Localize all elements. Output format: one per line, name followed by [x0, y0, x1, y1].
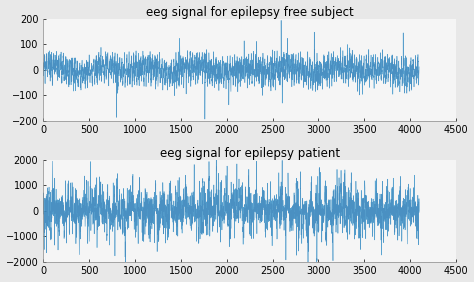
Title: eeg signal for epilepsy free subject: eeg signal for epilepsy free subject — [146, 6, 354, 19]
Title: eeg signal for epilepsy patient: eeg signal for epilepsy patient — [160, 147, 340, 160]
